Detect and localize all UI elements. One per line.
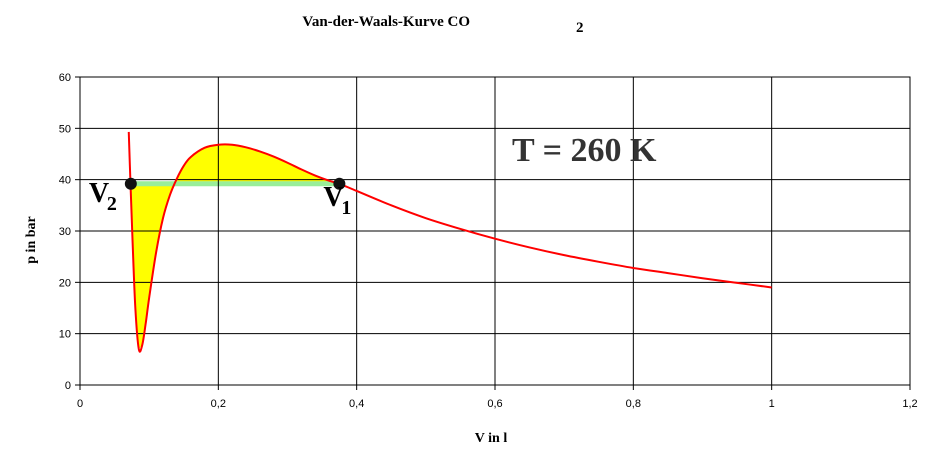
x-axis-label: V in l	[475, 431, 508, 446]
point-label-v2: V	[89, 178, 109, 209]
area-above-equilibrium	[174, 144, 340, 184]
point-label-subscript-v1: 1	[341, 197, 351, 219]
y-tick-label: 50	[59, 123, 71, 135]
y-tick-label: 30	[59, 226, 71, 238]
vdw-curve-line	[127, 131, 772, 353]
x-tick-label: 1	[769, 398, 775, 410]
x-tick-label: 0,4	[349, 398, 364, 410]
y-axis-label: p in bar	[24, 216, 39, 263]
y-tick-label: 0	[65, 380, 71, 392]
y-axis-ticks: 0 10 20 30 40 50 60	[59, 72, 80, 392]
x-tick-label: 0,8	[626, 398, 641, 410]
grid-layer	[80, 77, 910, 385]
x-tick-label: 0	[77, 398, 83, 410]
x-tick-label: 0,2	[211, 398, 226, 410]
y-tick-label: 60	[59, 72, 71, 84]
x-tick-label: 1,2	[902, 398, 917, 410]
point-marker-v2	[124, 177, 137, 190]
y-tick-label: 20	[59, 277, 71, 289]
chart-title-subscript: 2	[576, 20, 584, 36]
point-label-v1: V	[323, 182, 343, 213]
y-tick-label: 40	[59, 175, 71, 187]
marker-layer: V2 V1	[89, 177, 351, 219]
point-marker-v1	[333, 177, 346, 190]
x-axis-ticks: 0 0,2 0,4 0,6 0,8 1 1,2	[77, 385, 918, 410]
chart-title: Van-der-Waals-Kurve CO	[302, 14, 470, 30]
area-fill-layer	[130, 144, 340, 350]
x-tick-label: 0,6	[487, 398, 502, 410]
curve-layer	[127, 131, 772, 353]
y-tick-label: 10	[59, 329, 71, 341]
point-label-subscript-v2: 2	[107, 193, 117, 215]
temperature-annotation: T = 260 K	[512, 132, 657, 169]
area-below-equilibrium	[130, 183, 175, 350]
